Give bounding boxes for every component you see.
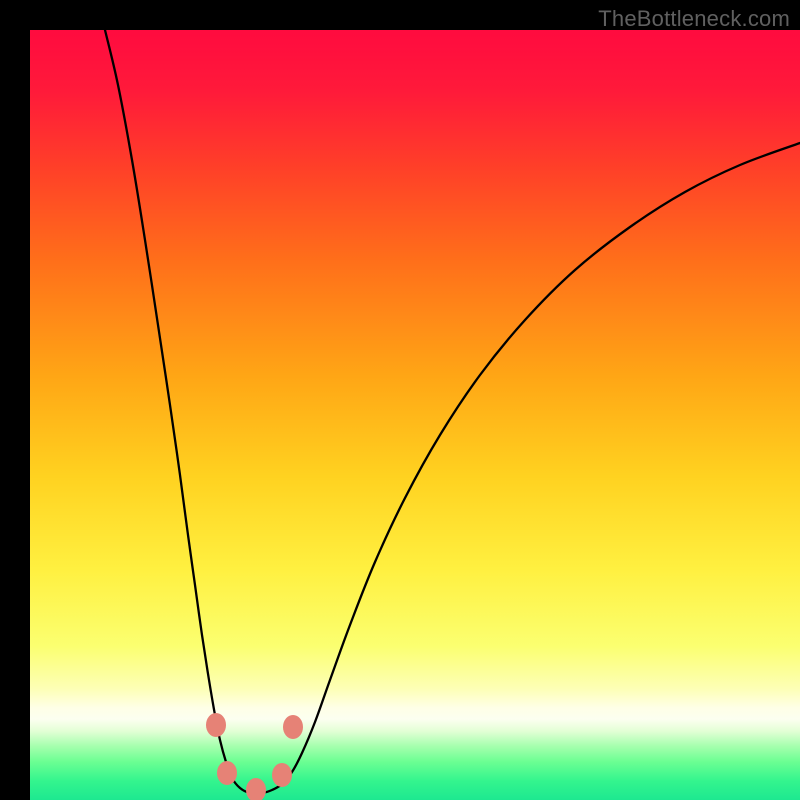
- chart-marker: [206, 713, 226, 737]
- chart-background: [30, 30, 800, 800]
- watermark-text: TheBottleneck.com: [598, 6, 790, 32]
- bottleneck-chart: [30, 30, 800, 800]
- chart-marker: [283, 715, 303, 739]
- chart-marker: [272, 763, 292, 787]
- chart-marker: [217, 761, 237, 785]
